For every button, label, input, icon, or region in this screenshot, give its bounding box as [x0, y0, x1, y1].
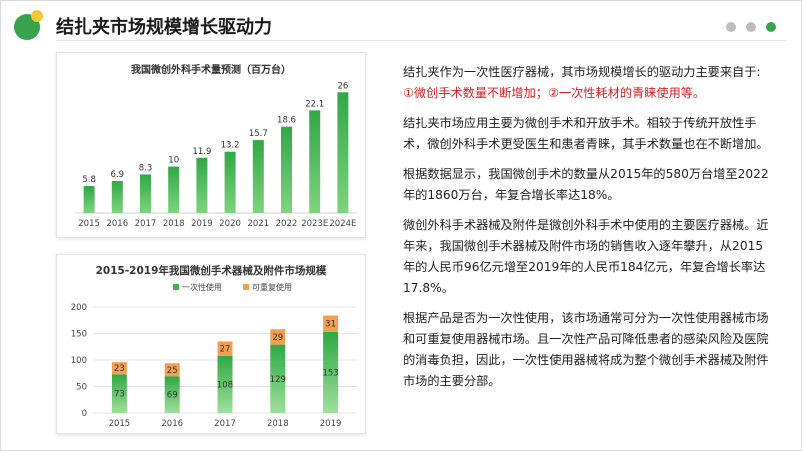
- data-label-disposable: 69: [167, 391, 178, 401]
- bar-disposable: [111, 374, 127, 413]
- paragraph-application: 结扎夹市场应用主要为微创手术和开放手术。相较于传统开放性手术，微创外科手术更受医…: [403, 116, 769, 151]
- data-label: 5.8: [82, 175, 96, 185]
- bar: [140, 174, 151, 213]
- paragraph-surgery-data: 根据数据显示，我国微创手术的数量从2015年的580万台增至2022年的1860…: [403, 167, 769, 202]
- data-label: 10: [168, 156, 179, 166]
- data-label: 15.7: [249, 129, 268, 139]
- y-tick-label: 200: [71, 303, 87, 313]
- bar-disposable: [217, 355, 233, 413]
- x-tick-label: 2016: [106, 219, 128, 229]
- page-indicator: [726, 22, 776, 32]
- y-tick-label: 0: [82, 409, 87, 419]
- x-tick-label: 2020: [219, 219, 241, 229]
- data-label: 18.6: [277, 116, 296, 126]
- data-label: 11.9: [192, 147, 211, 157]
- x-tick-label: 2017: [135, 219, 157, 229]
- legend-swatch-disposable: [173, 284, 179, 290]
- x-tick-label: 2019: [320, 419, 342, 429]
- data-label-reusable: 29: [272, 333, 283, 343]
- page-dot-2: [746, 22, 756, 32]
- drivers-text: ①微创手术数量不断增加；②一次性耗材的青睐使用等。: [403, 86, 706, 100]
- data-label-disposable: 129: [270, 375, 286, 385]
- paragraph-market-size: 微创外科手术器械及附件是微创外科手术中使用的主要医疗器械。近年来，我国微创手术器…: [403, 218, 769, 295]
- chart-title: 我国微创外科手术量预测（百万台）: [131, 65, 291, 76]
- x-tick-label: 2016: [161, 419, 183, 429]
- x-tick-label: 2018: [163, 219, 185, 229]
- bar: [309, 110, 321, 213]
- page-title: 结扎夹市场规模增长驱动力: [56, 17, 272, 38]
- x-tick-label: 2023E: [301, 219, 328, 229]
- bar-disposable: [164, 376, 180, 413]
- bar-reusable: [217, 341, 233, 356]
- data-label: 26: [337, 81, 348, 91]
- paragraph-intro: 结扎夹作为一次性医疗器械，其市场规模增长的驱动力主要来自于: ①微创手术数量不断…: [403, 62, 773, 104]
- y-tick-label: 150: [71, 330, 87, 340]
- data-label: 22.1: [305, 99, 324, 109]
- x-tick-label: 2024E: [329, 219, 356, 229]
- chart-panel-surgery-volume: 我国微创外科手术量预测（百万台） 5.8 2015 6.9 2016 8.3 2017 10…: [56, 52, 366, 238]
- bar: [281, 126, 292, 213]
- chart-title: 2015-2019年我国微创手术器械及附件市场规模: [95, 265, 327, 277]
- bar-reusable: [323, 315, 339, 332]
- data-label-reusable: 23: [114, 364, 125, 374]
- bar-reusable: [164, 363, 180, 377]
- bar: [337, 92, 349, 213]
- title-divider: [56, 40, 786, 41]
- page-dot-1: [726, 22, 736, 32]
- instrument-market-chart: 0 50 100 150 200 一次性使用 可重复使用 73 23 2015 69 25 2016 10…: [71, 282, 357, 429]
- legend-label-disposable: 一次性使用: [182, 282, 222, 292]
- data-label-reusable: 25: [167, 366, 178, 376]
- data-label-reusable: 31: [325, 320, 336, 330]
- x-tick-label: 2021: [247, 219, 269, 229]
- bar: [252, 140, 264, 213]
- page-dot-3-active: [766, 22, 776, 32]
- x-tick-label: 2022: [276, 219, 298, 229]
- x-tick-label: 2015: [78, 219, 100, 229]
- body-text: 结扎夹作为一次性医疗器械，其市场规模增长的驱动力主要来自于: ①微创手术数量不断…: [403, 62, 773, 401]
- bar: [111, 180, 123, 213]
- data-label-disposable: 108: [217, 380, 233, 390]
- x-tick-label: 2017: [214, 419, 236, 429]
- bar-reusable: [270, 329, 286, 345]
- bar: [168, 166, 180, 213]
- y-tick-label: 100: [71, 356, 87, 366]
- bar: [224, 151, 236, 213]
- data-label-disposable: 153: [322, 368, 338, 378]
- x-tick-label: 2015: [109, 419, 131, 429]
- chart-panel-instrument-market: 2015-2019年我国微创手术器械及附件市场规模 0 50 100 150 200 一次…: [56, 254, 366, 434]
- data-label: 13.2: [221, 141, 240, 151]
- legend-label-reusable: 可重复使用: [252, 282, 292, 292]
- data-label: 8.3: [139, 163, 153, 173]
- bar: [83, 186, 95, 213]
- y-tick-label: 50: [76, 383, 87, 393]
- bar-disposable: [270, 344, 286, 413]
- logo-circle-yellow: [31, 10, 43, 22]
- data-label-reusable: 27: [220, 345, 231, 355]
- paragraph-disposable: 根据产品是否为一次性使用，该市场通常可分为一次性使用器械市场和可重复使用器械市场…: [403, 311, 769, 388]
- data-label: 6.9: [111, 170, 125, 180]
- surgery-volume-chart: 5.8 2015 6.9 2016 8.3 2017 10 2018 11.9 2019 13.2 2…: [75, 81, 357, 229]
- intro-text: 结扎夹作为一次性医疗器械，其市场规模增长的驱动力主要来自于:: [403, 65, 761, 79]
- legend-swatch-reusable: [243, 284, 249, 290]
- bar-disposable: [323, 331, 339, 413]
- bar-reusable: [111, 362, 127, 375]
- data-label-disposable: 73: [114, 390, 125, 400]
- x-tick-label: 2019: [191, 219, 213, 229]
- x-tick-label: 2018: [267, 419, 289, 429]
- bar: [196, 157, 208, 213]
